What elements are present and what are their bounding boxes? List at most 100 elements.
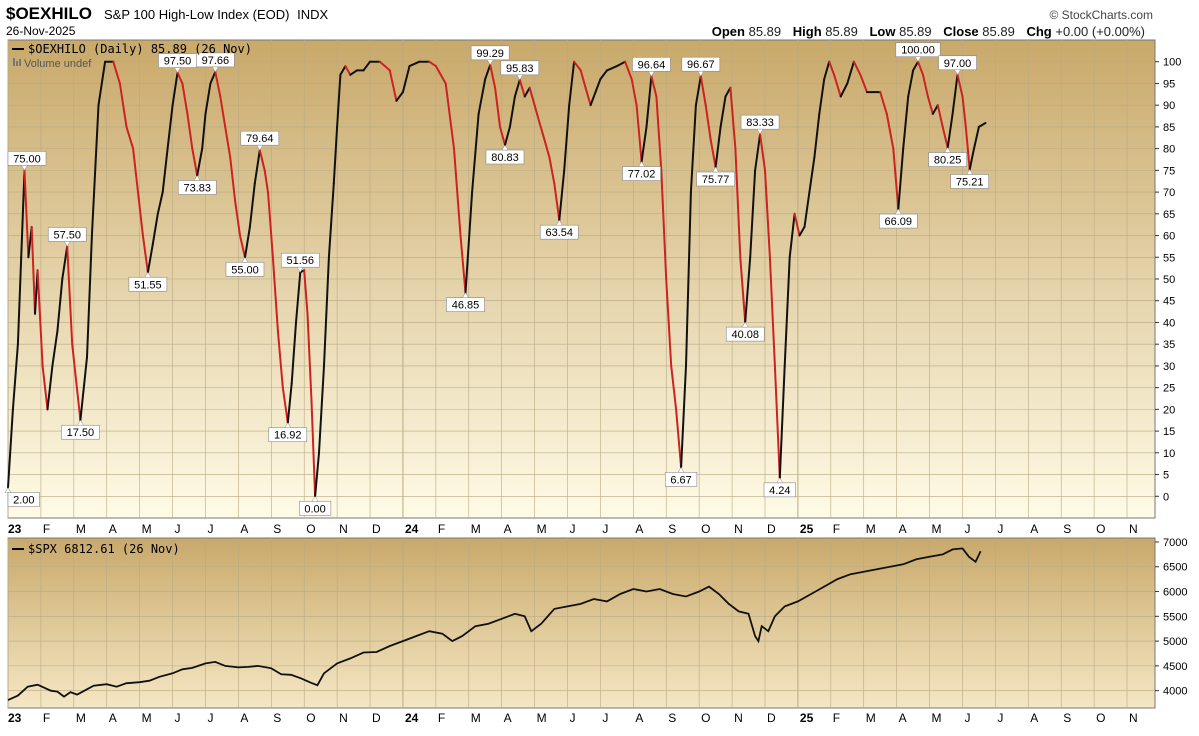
oexhilo-line-segment: [339, 65, 347, 76]
x-tick-label: J: [175, 711, 181, 725]
low-label: Low: [869, 24, 896, 39]
oexhilo-line-segment: [764, 169, 771, 259]
annotation-label: 95.83: [506, 63, 534, 75]
oexhilo-line-segment: [378, 60, 391, 72]
oexhilo-line-segment: [538, 121, 546, 141]
x-tick-label: S: [668, 522, 676, 536]
x-tick-label: M: [142, 522, 152, 536]
oexhilo-panel: 0 5 10 15 20 25 30 35 40 45 50 55 60 65 70 75 80 85 90 95 10…: [4, 39, 1181, 519]
oexhilo-line-segment: [137, 191, 144, 237]
annotation-pointer: [555, 219, 563, 226]
annotation-label: 83.33: [746, 117, 774, 129]
chg-value: +0.00 (+0.00%): [1055, 24, 1145, 39]
x-tick-label: S: [1063, 711, 1071, 725]
x-tick-label: O: [701, 522, 710, 536]
annotation-label: 46.85: [452, 300, 480, 312]
oexhilo-line-segment: [704, 104, 712, 141]
oexhilo-line-segment: [828, 60, 836, 76]
oexhilo-line-segment: [635, 104, 643, 163]
oexhilo-line-segment: [523, 86, 531, 98]
annotation-label: 96.64: [638, 59, 666, 71]
oexhilo-line-segment: [589, 91, 597, 107]
oexhilo-line-segment: [263, 169, 269, 194]
x-tick-label: J: [964, 711, 970, 725]
open-value: 85.89: [748, 24, 782, 39]
x-tick-label: 23: [8, 522, 22, 536]
oexhilo-line-segment: [323, 256, 330, 367]
oexhilo-line-segment: [146, 243, 154, 274]
oexhilo-line-segment: [20, 169, 26, 259]
y-tick-label: 5500: [1163, 611, 1187, 623]
oexhilo-line-segment: [964, 125, 971, 171]
oexhilo-line-segment: [11, 343, 19, 411]
oexhilo-line-segment: [907, 69, 915, 98]
x-tick-label: J: [997, 522, 1003, 536]
x-tick-label: N: [1129, 711, 1138, 725]
oexhilo-line-segment: [675, 408, 683, 469]
oexhilo-line-segment: [36, 269, 44, 367]
x-tick-label: A: [635, 711, 643, 725]
annotation-label: 6.67: [670, 474, 691, 486]
annotation-label: 0.00: [304, 503, 325, 515]
oexhilo-line-segment: [51, 330, 59, 367]
oexhilo-line-segment: [46, 364, 54, 411]
legend-label: $OEXHILO (Daily) 85.89 (26 Nov): [28, 42, 252, 56]
oexhilo-line-segment: [813, 112, 821, 159]
oexhilo-line-segment: [244, 225, 251, 259]
x-tick-label: 24: [405, 711, 419, 725]
oexhilo-line-segment: [314, 451, 320, 498]
oexhilo-line-segment: [709, 138, 717, 168]
oexhilo-line-segment: [248, 182, 256, 228]
oexhilo-line-segment: [553, 182, 561, 222]
oexhilo-line-segment: [196, 147, 204, 177]
oexhilo-line-segment: [290, 321, 297, 385]
y-tick-label: 25: [1163, 383, 1175, 395]
volume-label: Volume undef: [24, 58, 92, 70]
annotation-pointer: [776, 477, 784, 484]
x-tick-label: N: [339, 711, 348, 725]
oexhilo-line-segment: [388, 69, 398, 102]
oexhilo-line-segment: [258, 149, 266, 172]
oexhilo-line-segment: [97, 60, 107, 107]
oexhilo-line-segment: [803, 191, 811, 228]
oexhilo-line-segment: [471, 112, 480, 194]
annotation-pointer: [894, 208, 902, 215]
x-tick-label: J: [207, 522, 213, 536]
oexhilo-line-segment: [219, 95, 227, 128]
oexhilo-line-segment: [968, 147, 975, 171]
annotation-label: 63.54: [546, 227, 574, 239]
oexhilo-line-segment: [112, 60, 121, 85]
x-tick-label: J: [570, 522, 576, 536]
annotation-label: 99.29: [476, 48, 504, 60]
oexhilo-line-segment: [281, 386, 289, 424]
annotation-label: 73.83: [183, 182, 211, 194]
x-tick-label: A: [1030, 711, 1038, 725]
annotation-pointer: [516, 74, 524, 81]
oexhilo-line-segment: [141, 234, 149, 274]
symbol-description: S&P 100 High-Low Index (EOD) INDX: [104, 7, 328, 22]
oexhilo-line-segment: [879, 91, 888, 115]
x-tick-label: A: [1030, 522, 1038, 536]
oexhilo-line-segment: [599, 69, 608, 81]
brand-label: © StockCharts.com: [1049, 8, 1153, 22]
legend-label: $SPX 6812.61 (26 Nov): [28, 542, 180, 556]
annotation-pointer: [63, 241, 71, 247]
exchange-text: INDX: [297, 7, 329, 22]
oexhilo-line-segment: [773, 364, 781, 479]
y-tick-label: 7000: [1163, 537, 1187, 549]
y-tick-label: 50: [1163, 274, 1175, 286]
x-tick-label: N: [339, 522, 348, 536]
oexhilo-line-segment: [161, 147, 169, 194]
oexhilo-line-segment: [961, 95, 967, 128]
annotation-label: 96.67: [687, 59, 715, 71]
annotation-pointer: [486, 59, 494, 66]
oexhilo-line-segment: [734, 147, 742, 259]
high-value: 85.89: [825, 24, 858, 39]
oexhilo-line-segment: [744, 256, 752, 324]
x-tick-label: D: [767, 711, 776, 725]
y-tick-label: 10: [1163, 448, 1175, 460]
annotation-pointer: [211, 66, 219, 73]
chart-header: $OEXHILO S&P 100 High-Low Index (EOD) IN…: [0, 0, 1199, 40]
oexhilo-line-segment: [41, 364, 49, 411]
oexhilo-line-segment: [16, 256, 23, 346]
